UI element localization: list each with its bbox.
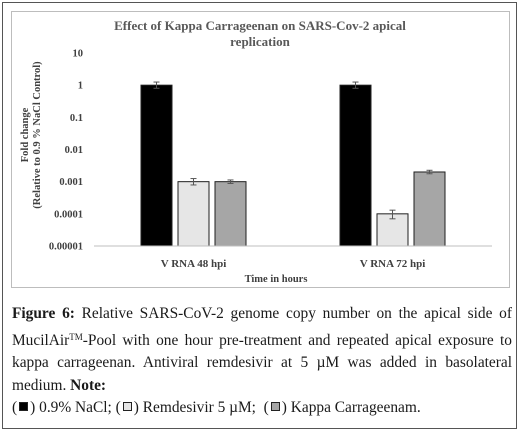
error-bar: [227, 179, 234, 184]
y-axis-title-line-2: (Relative to 0.9 % NaCl Control): [32, 61, 43, 209]
bar: [177, 181, 210, 247]
legend-label-kappa: Kappa Carrageenam.: [290, 399, 421, 417]
caption-note-label: Note:: [70, 376, 107, 394]
chart-container: Effect of Kappa Carrageenan on SARS-Cov-…: [11, 11, 510, 288]
legend-swatch-remdesivir: [122, 402, 132, 412]
trademark-mark: TM: [69, 331, 83, 342]
y-tick-label: 0.0001: [54, 209, 83, 220]
y-tick-label: 0.1: [70, 113, 83, 124]
bars: [140, 84, 446, 247]
chart-svg: Effect of Kappa Carrageenan on SARS-Cov-…: [20, 18, 492, 285]
error-bar: [426, 169, 433, 175]
bar: [339, 84, 372, 247]
bar: [214, 181, 247, 247]
y-tick-label: 0.01: [65, 145, 83, 156]
y-axis-title-line-1: Fold change: [20, 107, 31, 162]
x-category-label: V RNA 48 hpi: [161, 258, 227, 270]
error-bar: [352, 81, 359, 89]
error-bars: [153, 81, 433, 220]
legend-label-remdesivir: Remdesivir 5 µM;: [142, 399, 256, 417]
x-category-label: V RNA 72 hpi: [360, 258, 426, 270]
x-axis-title: Time in hours: [245, 274, 308, 285]
y-axis-title: Fold change (Relative to 0.9 % NaCl Cont…: [20, 61, 43, 209]
legend-swatch-kappa: [270, 402, 280, 412]
caption-text-2: -Pool with one hour pre-treatment and re…: [12, 331, 512, 394]
chart-title-line-1: Effect of Kappa Carrageenan on SARS-Cov-…: [114, 18, 406, 33]
error-bar: [153, 81, 160, 89]
figure-caption: Figure 6: Relative SARS-CoV-2 genome cop…: [12, 305, 513, 417]
y-tick-label: 0.001: [59, 177, 83, 188]
figure-frame: Effect of Kappa Carrageenan on SARS-Cov-…: [2, 2, 517, 429]
y-tick-label: 0.00001: [49, 242, 83, 253]
error-bar: [389, 209, 396, 220]
chart-title-line-2: replication: [230, 34, 290, 49]
legend-label-nacl: 0.9% NaCl;: [39, 399, 112, 417]
y-tick-label: 10: [73, 49, 84, 60]
caption-text: Relative SARS-CoV-2 genome copy number o…: [12, 305, 513, 349]
error-bar: [190, 178, 197, 186]
bar: [140, 84, 173, 247]
y-tick-label: 1: [78, 81, 83, 92]
y-axis-ticks: 10 1 0.1 0.01 0.001 0.0001 0.00001: [49, 49, 83, 253]
bar: [413, 171, 446, 247]
x-axis-categories: V RNA 48 hpi V RNA 72 hpi: [161, 258, 426, 270]
legend-swatch-nacl: [19, 402, 29, 412]
caption-label: Figure 6:: [12, 305, 75, 322]
